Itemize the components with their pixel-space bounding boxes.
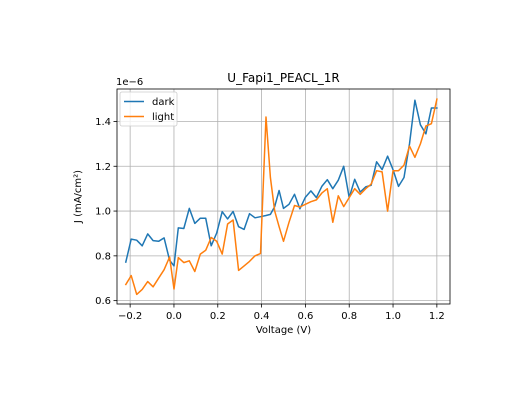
legend-label-dark: dark — [152, 97, 175, 108]
x-axis-label: Voltage (V) — [256, 325, 311, 336]
chart-title: U_Fapi1_PEACL_1R — [227, 71, 339, 85]
y-axis-ticks: 0.6 0.8 1.0 1.2 1.4 — [95, 117, 117, 307]
y-tick-label: 1.0 — [95, 207, 111, 218]
x-tick-label: 0.2 — [210, 311, 226, 322]
legend: dark light — [119, 91, 178, 127]
y-tick-label: 1.4 — [95, 117, 111, 128]
x-tick-label: −0.2 — [118, 311, 142, 322]
legend-label-light: light — [152, 112, 174, 123]
x-tick-label: 0.4 — [254, 311, 270, 322]
series-line-light — [124, 98, 438, 296]
y-tick-label: 0.8 — [95, 251, 111, 262]
x-tick-label: 0.6 — [297, 311, 313, 322]
x-tick-label: 1.2 — [429, 311, 445, 322]
series-line-dark — [124, 99, 438, 267]
x-tick-label: 0.0 — [166, 311, 182, 322]
y-axis-label: J (mA/cm²) — [73, 170, 84, 224]
y-tick-label: 1.2 — [95, 162, 111, 173]
y-tick-label: 0.6 — [95, 296, 111, 307]
series-lines — [124, 98, 438, 296]
x-tick-label: 0.8 — [341, 311, 357, 322]
x-tick-label: 1.0 — [385, 311, 401, 322]
legend-frame — [119, 91, 178, 127]
x-axis-ticks: −0.2 0.0 0.2 0.4 0.6 0.8 1.0 1.2 — [118, 304, 445, 322]
plot-frame — [116, 88, 451, 305]
y-axis-offset-text: 1e−6 — [116, 77, 143, 88]
